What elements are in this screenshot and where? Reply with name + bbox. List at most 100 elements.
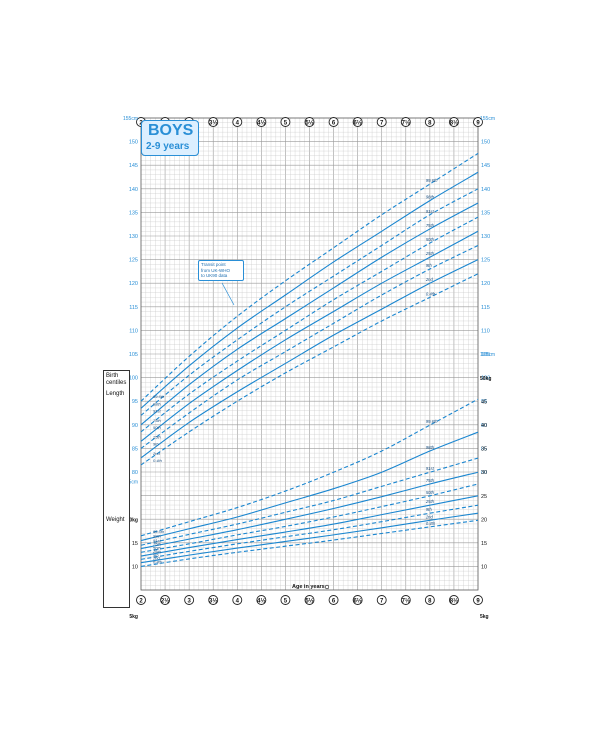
age-marker-circle [208,117,219,127]
height-tick-label-left: 140 [129,187,138,193]
height-centile-label-start: 25th [152,434,162,439]
callout-line: to UK90 data [201,273,228,278]
age-marker-circle [376,117,387,127]
height-unit-top: 155cm [480,116,495,122]
age-marker-circle [376,595,387,605]
height-tick-label-right: 85 [481,446,487,452]
height-tick-label-right: 80 [481,470,487,476]
x-tick-label: 7½ [402,598,410,605]
height-tick-label-left: 90 [132,423,138,429]
height-tick-label-left: 145 [129,163,138,169]
weight-centile-line [140,471,479,550]
height-tick-label-left: 95 [132,399,138,405]
age-marker-circle [184,595,195,605]
height-tick-label-left: 85 [132,446,138,452]
height-centile-label: 99.6th [426,178,438,183]
weight-centile-label: 50th [426,490,435,495]
x-tick-label: 4 [236,599,240,605]
birth-centiles-panel: Birth centiles Length Weight [103,370,130,608]
weight-centile-label: 9th [426,507,432,512]
x-tick-label: 6½ [353,598,361,605]
weight-centile-label: 25th [425,499,435,504]
height-tick-label-right: 115 [481,305,490,311]
height-tick-label-left: 115 [129,305,138,311]
x-tick-label: 6 [332,599,336,605]
age-marker-circle [424,595,435,605]
height-centile-label: 75th [426,223,435,228]
x-tick-label: 5 [284,121,288,127]
height-centile-line [140,259,479,459]
weight-centile-line [140,483,479,553]
weight-tick-label-left: 15 [132,541,138,547]
weight-unit-left-top: 20kg [127,517,138,523]
height-tick-label-right: 145 [481,163,490,169]
length-label: Length [106,391,125,397]
height-tick-label-right: 90 [481,423,487,429]
chart-subtitle: 2-9 years [146,141,190,152]
height-centile-line [140,188,479,416]
age-marker-circle [424,117,435,127]
callout-line: from UK-WHO [201,267,230,273]
height-tick-label-right: 105 [481,352,490,358]
weight-unit-top: 50kg [480,376,491,382]
weight-centile-label-start: 50th [153,545,162,550]
weight-centile-label-start: 25th [152,549,162,554]
height-tick-label-left: 110 [129,328,138,334]
chart-axes: 222½2½333½3½444½4½555½5½666½6½777½7½888½… [123,116,495,620]
height-tick-label-left: 125 [129,258,138,264]
height-centile-label: 25th [425,251,435,256]
weight-tick-label-left: 10 [132,564,138,570]
weight-centile-label-start: 91st [153,538,161,543]
weight-tick-label-right: 30 [481,470,487,476]
age-marker-circle [328,595,339,605]
x-tick-label: 3½ [209,598,217,605]
age-marker-circle [280,117,291,127]
x-tick-label: 7 [380,121,384,127]
weight-tick-label-right: 25 [481,494,487,500]
height-tick-label-left: 80 [132,470,138,476]
height-tick-label-right: 125 [481,258,490,264]
weight-centile-label: 2nd [425,514,434,519]
weight-label: Weight [106,517,125,523]
height-centile-line [140,152,479,402]
x-tick-label: 9 [476,599,480,605]
age-marker-circle [304,595,315,605]
weight-centile-label: 0.4th [426,521,436,526]
x-tick-label: 9 [476,121,480,127]
age-marker-circle [136,595,146,605]
age-label-marker [324,584,330,590]
height-centile-label-start: 9th [153,441,159,446]
height-tick-label-left: 120 [129,281,138,287]
height-centile-lines [140,152,479,466]
height-tick-label-right: 110 [481,328,490,334]
age-marker-circle [328,117,339,127]
height-centile-line [140,171,479,409]
x-tick-label: 4 [236,121,240,127]
x-tick-label: 4½ [257,598,265,605]
height-centile-label: 9th [426,263,432,268]
weight-unit-left-bottom: 5kg [129,614,138,620]
x-tick-label: 6 [332,121,336,127]
weight-tick-label-right: 35 [481,447,487,453]
weight-tick-label-right: 15 [481,541,487,547]
height-centile-label-start: 75th [153,418,162,423]
height-tick-label-right: 95 [481,399,487,405]
weight-centile-label-start: 0.4th [153,559,163,564]
height-centile-label: 98th [426,195,435,200]
height-centile-label: 2nd [425,277,434,282]
weight-tick-label-right: 45 [481,400,487,406]
weight-centile-label: 99.6th [426,419,438,424]
x-tick-label: 5½ [305,120,313,127]
height-tick-label-left: 130 [129,234,138,240]
age-marker-circle [280,595,291,605]
x-tick-label: 3½ [209,120,217,127]
x-axis-label: Age in years [292,584,325,590]
height-tick-label-right: 100 [481,376,490,382]
height-tick-label-left: 135 [129,210,138,216]
height-centile-line [140,230,479,442]
age-marker-circle [304,117,315,127]
age-marker-circle [473,595,483,605]
height-centile-label: 50th [426,237,435,242]
weight-unit-bottom: 5kg [480,614,489,620]
height-centile-line [140,202,479,426]
